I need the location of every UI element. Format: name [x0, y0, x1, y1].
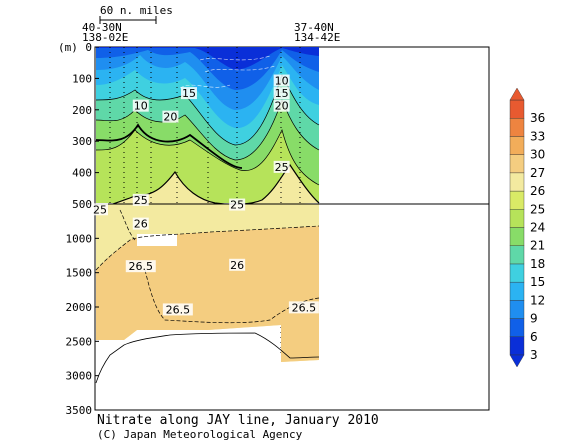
- contour-label: 20: [275, 100, 289, 113]
- colorbar-swatch: [509, 281, 525, 301]
- colorbar-tick-label: 33: [530, 129, 545, 143]
- contour-label: 26.5: [292, 301, 317, 314]
- contour-label: 26.5: [129, 260, 154, 273]
- upper-section-field: [95, 47, 320, 355]
- colorbar-swatch: [509, 136, 525, 155]
- contour-label-bg: [273, 74, 290, 87]
- colorbar-swatch: [509, 99, 525, 119]
- colorbar-tick-label: 9: [530, 312, 538, 326]
- chart-credit: (C) Japan Meteorological Agency: [97, 428, 303, 441]
- colorbar-tick-label: 21: [530, 239, 545, 253]
- contour-label-bg: [132, 193, 149, 206]
- station-right-line1: 37-40N: [294, 21, 334, 34]
- colorbar-tick-label: 36: [530, 111, 545, 125]
- contour-label-bg: [162, 110, 179, 123]
- colorbar-tick-label: 3: [530, 348, 538, 362]
- y-tick-label: 1000: [66, 232, 93, 245]
- contour-label: 20: [163, 111, 177, 124]
- distance-scale-bar: 60 n. miles: [99, 4, 173, 24]
- contour-label: 26.5: [166, 303, 191, 316]
- colorbar-min-arrow: [509, 354, 525, 368]
- colorbar-swatch: [509, 245, 525, 265]
- colorbar-swatch: [509, 318, 525, 337]
- colorbar-swatch: [509, 263, 525, 283]
- station-right-line2: 134-42E: [294, 31, 340, 44]
- colorbar-swatch: [509, 300, 525, 319]
- colorbar-tick-label: 26: [530, 184, 545, 198]
- contour-label: 26: [134, 218, 148, 231]
- contour-label-bg: [229, 198, 246, 211]
- contour-label: 25: [134, 194, 148, 207]
- y-tick-label: 3000: [66, 370, 93, 383]
- colorbar-tick-label: 30: [530, 148, 545, 162]
- contour-label: 10: [275, 75, 289, 88]
- contour-label-bg: [92, 203, 108, 216]
- station-left-line1: 40-30N: [82, 21, 122, 34]
- colorbar-swatch: [509, 154, 525, 174]
- contour-label-bg: [229, 258, 246, 271]
- lower-section-field: [95, 204, 320, 384]
- colorbar-swatch: [509, 172, 525, 192]
- contour-label: 25: [275, 161, 289, 174]
- colorbar-tick-label: 15: [530, 275, 545, 289]
- colorbar-tick-label: 6: [530, 330, 538, 344]
- colorbar-tick-label: 18: [530, 257, 545, 271]
- colorbar-swatch: [509, 209, 525, 228]
- chart-title: Nitrate along JAY line, January 2010: [97, 413, 379, 428]
- contour-label: 15: [275, 87, 289, 100]
- colorbar-tick-label: 27: [530, 166, 545, 180]
- contour-label: 25: [230, 199, 244, 212]
- contour-label: 10: [134, 100, 148, 113]
- contour-label-bg: [180, 87, 197, 100]
- contour-label: 15: [182, 87, 196, 100]
- station-left-line2: 138-02E: [82, 31, 128, 44]
- y-tick-label: 400: [72, 167, 92, 180]
- colorbar-swatch: [509, 227, 525, 246]
- y-tick-label: 3500: [66, 404, 93, 417]
- y-tick-label: 300: [72, 135, 92, 148]
- distance-scale-label: 60 n. miles: [100, 4, 173, 17]
- colorbar-max-arrow: [509, 87, 525, 101]
- contour-label-bg: [132, 217, 149, 230]
- contour-label-bg: [288, 301, 319, 314]
- contour-label-bg: [132, 99, 149, 112]
- contour-label-bg: [273, 87, 290, 100]
- y-tick-label: 100: [72, 72, 92, 85]
- y-tick-label: 0: [85, 41, 92, 54]
- y-tick-label: 500: [72, 198, 92, 211]
- contour-label-bg: [273, 99, 290, 112]
- colorbar-swatch: [509, 190, 525, 210]
- y-tick-label: 1500: [66, 267, 93, 280]
- contour-label-bg: [273, 160, 290, 173]
- contour-label: 25: [93, 203, 107, 216]
- colorbar-tick-label: 24: [530, 221, 545, 235]
- contour-label-bg: [125, 260, 156, 273]
- colorbar-tick-label: 25: [530, 202, 545, 216]
- y-tick-label: 2500: [66, 335, 93, 348]
- contour-label-bg: [162, 303, 193, 316]
- y-axis: 0 100 200 300 400 500 1000 1500 2000 2500 3000 3500: [66, 41, 99, 417]
- y-axis-unit-label: (m): [58, 41, 78, 54]
- colorbar-tick-label: 12: [530, 293, 545, 307]
- contour-label: 26: [230, 259, 244, 272]
- y-tick-label: 200: [72, 104, 92, 117]
- y-tick-label: 2000: [66, 301, 93, 314]
- colorbar-swatch: [509, 336, 525, 356]
- colorbar-swatch: [509, 118, 525, 137]
